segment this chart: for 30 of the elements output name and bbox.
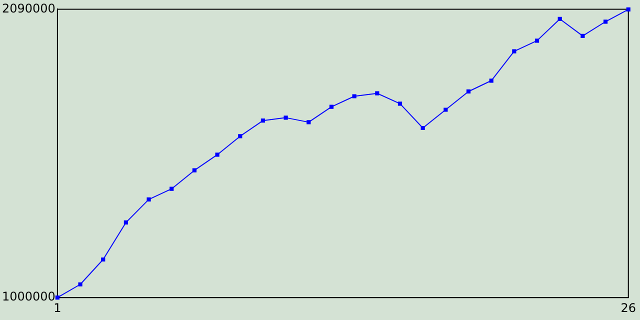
point <box>489 78 494 83</box>
point <box>306 120 311 124</box>
point <box>420 126 425 130</box>
point <box>101 257 106 262</box>
point <box>352 94 356 98</box>
point <box>534 38 540 43</box>
point <box>580 34 585 38</box>
point <box>55 296 60 300</box>
point <box>146 197 151 202</box>
point <box>170 186 174 191</box>
y-tick-label: 2090000 <box>2 1 56 16</box>
point <box>78 282 82 286</box>
x-tick-label: 1 <box>54 300 62 315</box>
point <box>124 220 128 225</box>
point <box>444 108 448 112</box>
point <box>626 7 630 12</box>
point <box>284 116 288 120</box>
point <box>398 102 402 106</box>
point <box>375 91 380 96</box>
point <box>512 49 516 54</box>
point <box>558 16 562 22</box>
y-tick-label: 1000000 <box>2 290 56 304</box>
point <box>329 104 334 109</box>
point <box>603 20 608 24</box>
point <box>260 118 266 123</box>
point <box>466 89 471 94</box>
point <box>238 134 242 138</box>
point <box>215 152 220 157</box>
x-tick-label: 26 <box>620 300 636 315</box>
point <box>192 168 197 172</box>
